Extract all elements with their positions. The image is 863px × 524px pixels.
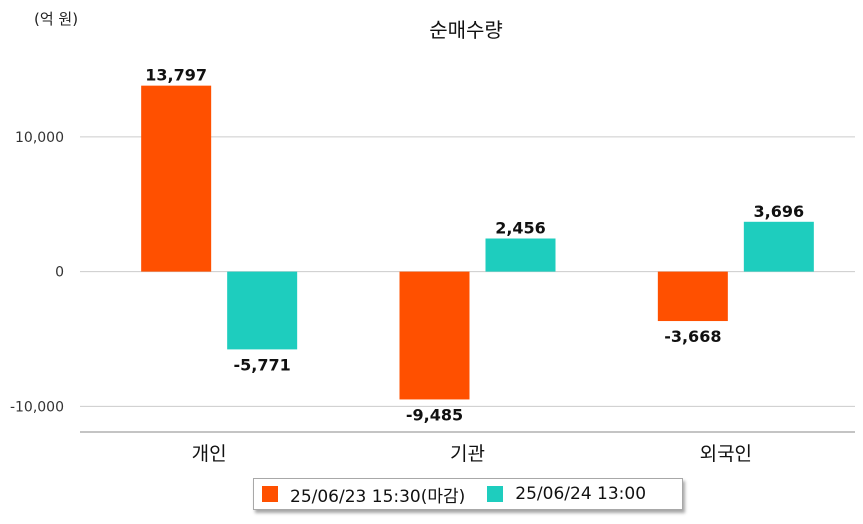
y-tick-label: 10,000	[15, 130, 64, 146]
data-label: 3,696	[754, 202, 805, 221]
data-label: -3,668	[664, 327, 721, 346]
bar-2-1[interactable]	[227, 271, 298, 350]
legend-label-series-2: 25/06/24 13:00	[515, 484, 647, 504]
data-label: 13,797	[145, 66, 207, 85]
legend-label-series-1: 25/06/23 15:30(마감)	[290, 486, 466, 507]
bar-2-2[interactable]	[485, 238, 556, 272]
bars	[141, 85, 814, 400]
x-tick-label: 기관	[450, 443, 485, 465]
x-tick-label: 개인	[192, 443, 227, 465]
bar-2-3[interactable]	[743, 221, 814, 272]
bar-1-3[interactable]	[657, 271, 728, 322]
bar-1-2[interactable]	[399, 271, 470, 400]
data-label: -9,485	[406, 405, 463, 424]
chart-title: 순매수량	[429, 18, 503, 42]
data-label: -5,771	[234, 355, 291, 374]
x-tick-label: 외국인	[700, 443, 752, 465]
x-axis: 개인 기관 외국인	[80, 431, 855, 465]
y-axis-ticks: 10,000 0 -10,000	[10, 130, 64, 416]
legend-swatch-series-1	[262, 486, 278, 502]
legend: 25/06/23 15:30(마감) 25/06/24 13:00	[253, 478, 683, 510]
unit-label: (억 원)	[34, 10, 78, 28]
y-tick-label: -10,000	[10, 399, 64, 415]
bar-1-1[interactable]	[141, 85, 212, 272]
y-tick-label: 0	[55, 265, 64, 281]
data-label: 2,456	[495, 219, 546, 238]
legend-swatch-series-2	[487, 486, 504, 502]
legend-item-series-1[interactable]: 25/06/23 15:30(마감)	[262, 482, 465, 507]
data-labels: 13,797 -5,771 -9,485 2,456 -3,668 3,696	[145, 66, 804, 425]
legend-item-series-2[interactable]: 25/06/24 13:00	[487, 484, 646, 504]
